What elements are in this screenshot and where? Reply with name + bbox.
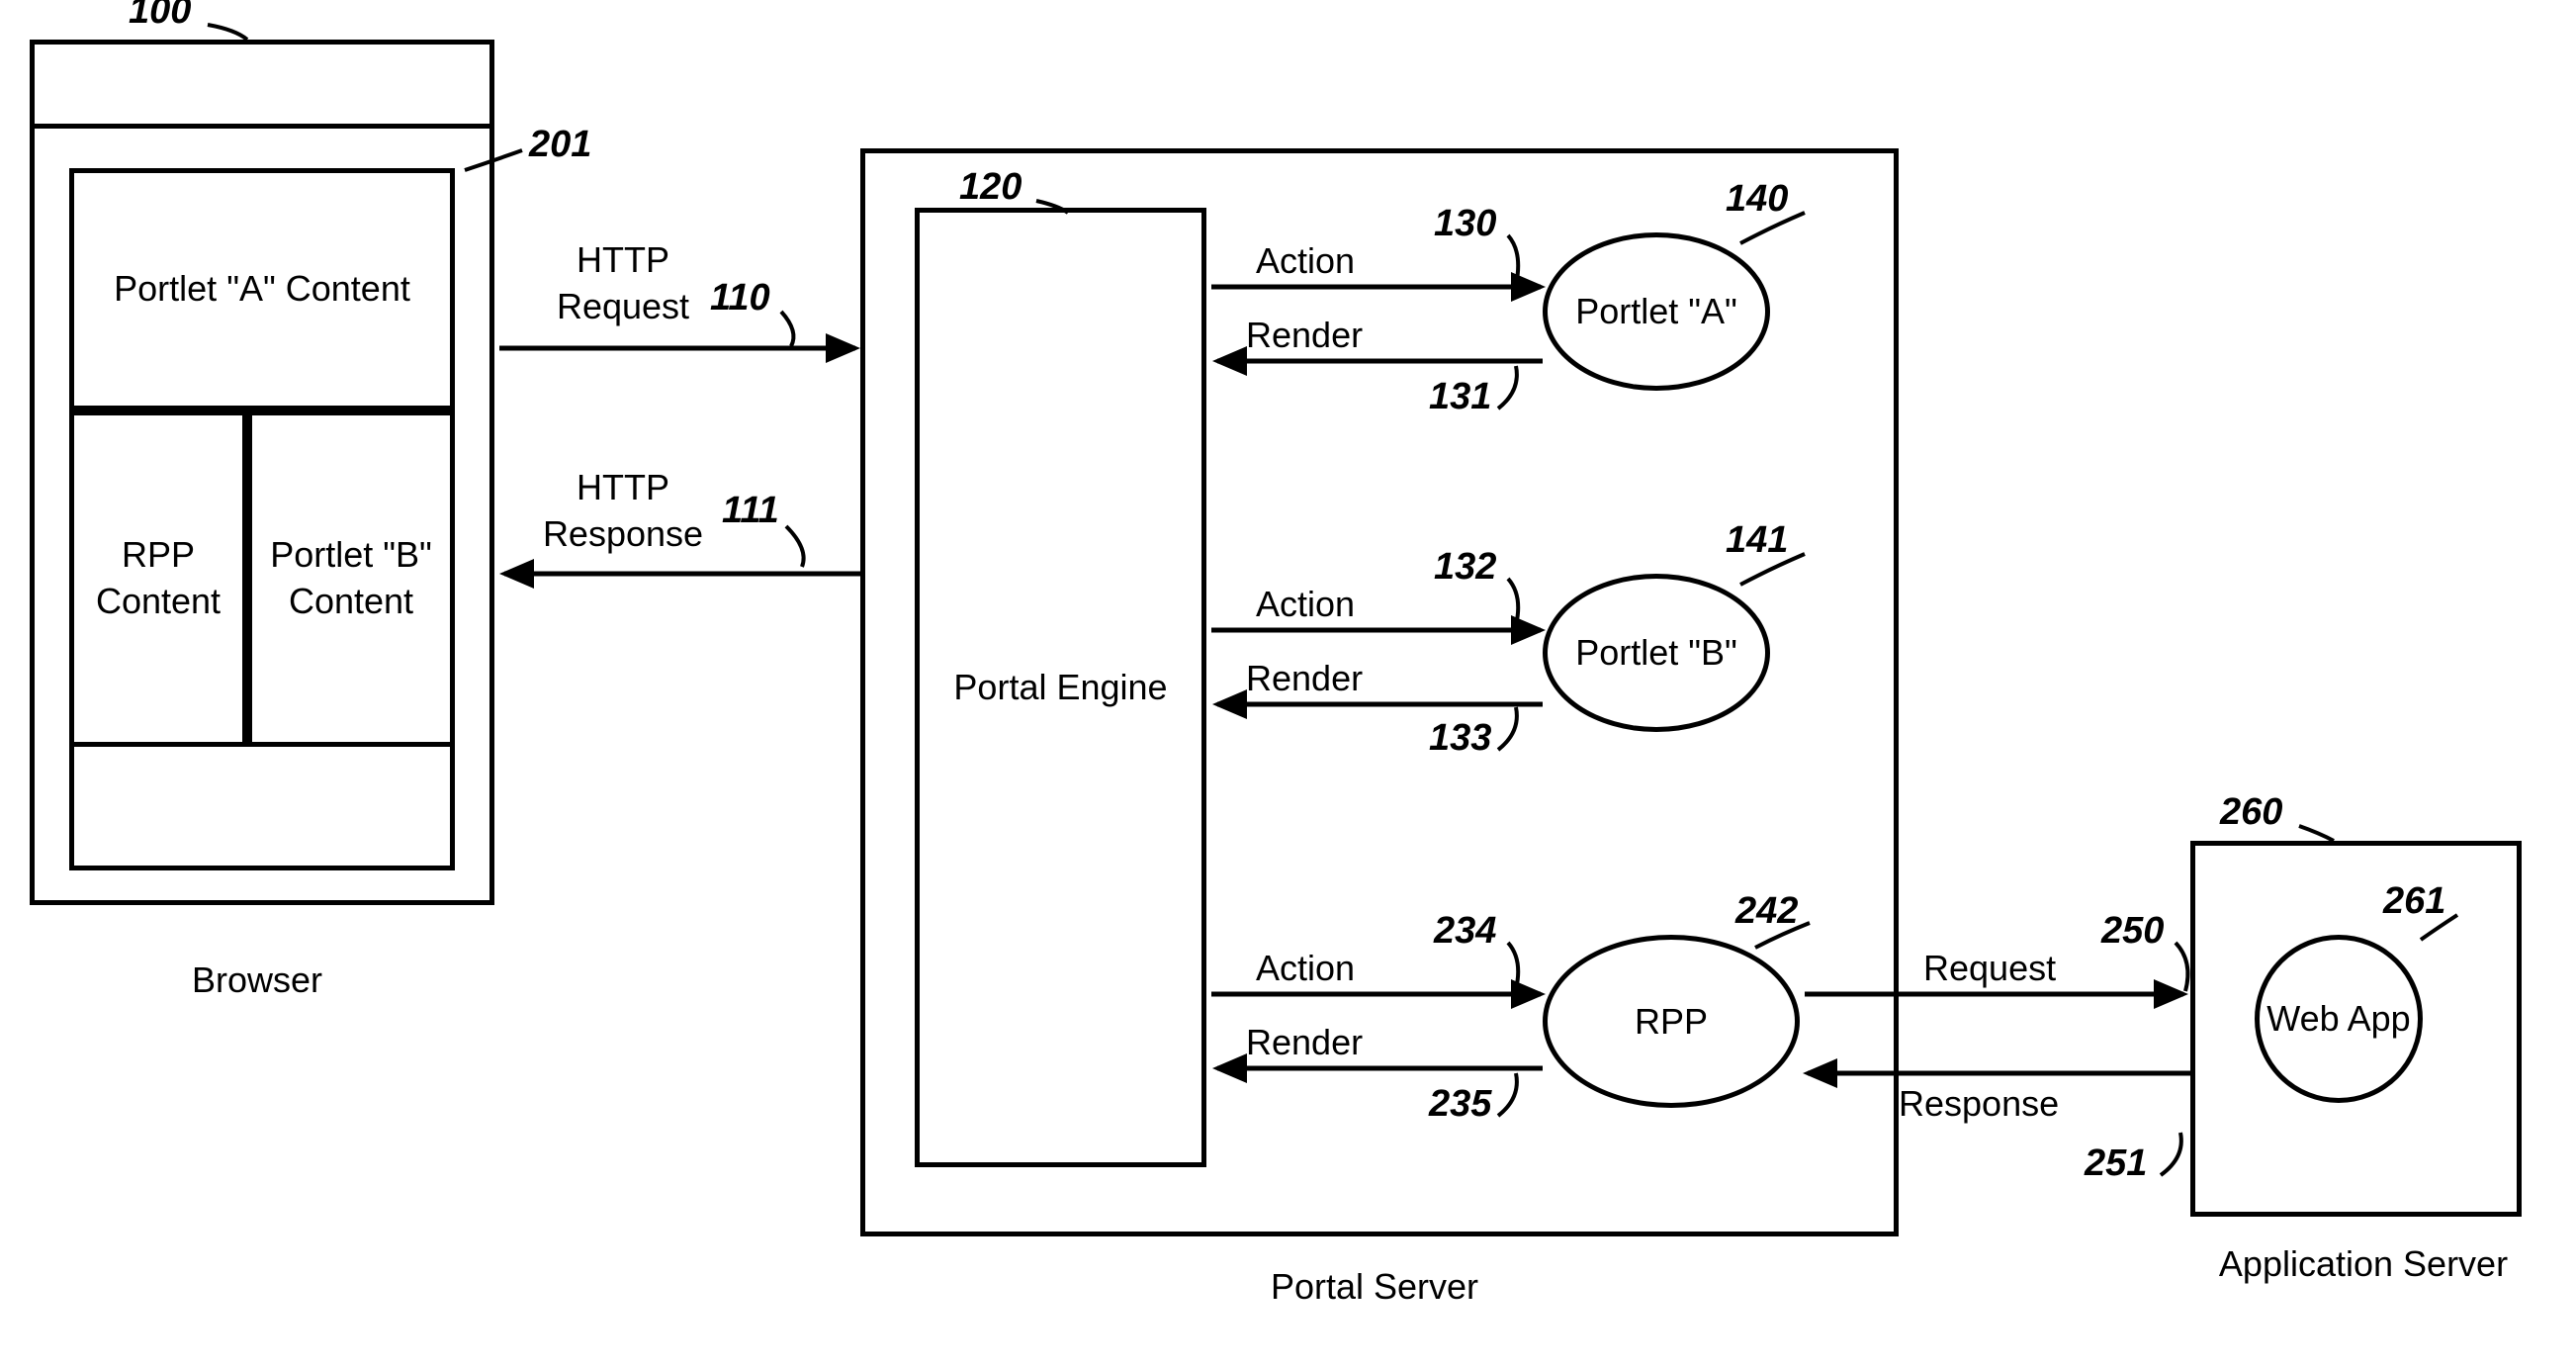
browser-title: Browser <box>148 959 366 1001</box>
app-server-title: Application Server <box>2205 1241 2522 1288</box>
browser-titlebar <box>30 40 494 129</box>
portlet-a-content-label: Portlet "A" Content <box>114 266 410 313</box>
architecture-diagram: Portlet "A" Content RPP Content Portlet … <box>0 0 2576 1370</box>
render-a-label: Render <box>1246 315 1363 356</box>
ref-132: 132 <box>1434 546 1496 589</box>
ref-130: 130 <box>1434 203 1496 245</box>
action-rpp-label: Action <box>1256 948 1355 989</box>
portlet-b-content-box: Portlet "B" Content <box>247 411 455 747</box>
ref-141: 141 <box>1726 519 1788 562</box>
ref-251: 251 <box>2085 1142 2147 1185</box>
portal-engine-label: Portal Engine <box>953 665 1167 711</box>
portlet-b-label: Portlet "B" <box>1575 632 1737 674</box>
ref-111: 111 <box>722 490 779 532</box>
ref-234: 234 <box>1434 910 1496 953</box>
ref-110: 110 <box>710 277 770 320</box>
ref-120: 120 <box>959 166 1022 209</box>
ref-140: 140 <box>1726 178 1788 221</box>
portal-server-title: Portal Server <box>1187 1266 1562 1308</box>
request-label: Request <box>1923 948 2056 989</box>
portlet-b-ellipse: Portlet "B" <box>1543 574 1770 732</box>
ref-235: 235 <box>1429 1083 1491 1126</box>
portlet-b-content-label: Portlet "B" Content <box>252 532 450 625</box>
web-app-label: Web App <box>2266 998 2410 1040</box>
response-label: Response <box>1899 1083 2059 1125</box>
action-a-label: Action <box>1256 240 1355 282</box>
render-b-label: Render <box>1246 658 1363 699</box>
ref-260: 260 <box>2220 791 2282 834</box>
ref-131: 131 <box>1429 376 1491 418</box>
ref-261: 261 <box>2383 880 2445 923</box>
portlet-a-ellipse: Portlet "A" <box>1543 232 1770 391</box>
rpp-content-label: RPP Content <box>74 532 242 625</box>
portlet-a-content-box: Portlet "A" Content <box>69 168 455 411</box>
http-response-label: HTTP Response <box>514 465 732 558</box>
ref-100: 100 <box>129 0 191 33</box>
rpp-ellipse: RPP <box>1543 935 1800 1108</box>
rpp-content-box: RPP Content <box>69 411 247 747</box>
portlet-a-label: Portlet "A" <box>1575 291 1737 332</box>
web-app-ellipse: Web App <box>2255 935 2423 1103</box>
http-request-label: HTTP Request <box>514 237 732 330</box>
action-b-label: Action <box>1256 584 1355 625</box>
portal-engine-box: Portal Engine <box>915 208 1206 1167</box>
rpp-label: RPP <box>1635 1001 1708 1043</box>
ref-242: 242 <box>1735 890 1798 933</box>
ref-133: 133 <box>1429 717 1491 760</box>
ref-201: 201 <box>529 124 591 166</box>
ref-250: 250 <box>2101 910 2164 953</box>
render-rpp-label: Render <box>1246 1022 1363 1063</box>
